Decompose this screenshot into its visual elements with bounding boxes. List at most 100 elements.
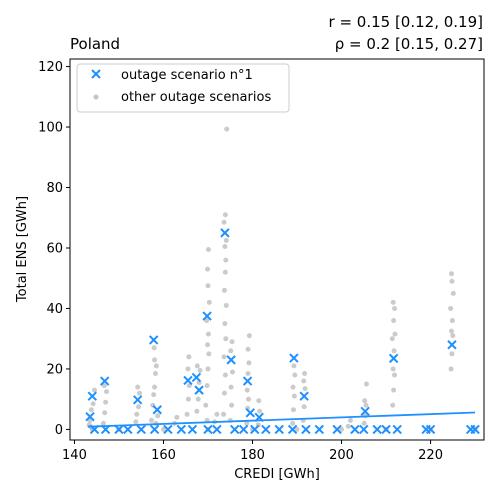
x-marker-stroke bbox=[100, 376, 110, 386]
outage-scenario-1-point bbox=[447, 340, 457, 350]
x-marker-stroke bbox=[245, 408, 255, 418]
other-scenario-point bbox=[223, 302, 229, 308]
other-scenario-point bbox=[101, 383, 107, 389]
other-scenario-point bbox=[390, 402, 396, 408]
outage-scenario-1-point bbox=[254, 412, 264, 423]
other-scenario-point bbox=[292, 372, 298, 378]
outage-scenario-1-point bbox=[274, 424, 284, 435]
outage-scenario-1-point bbox=[360, 406, 370, 416]
other-scenario-point bbox=[229, 339, 235, 345]
x-marker-stroke bbox=[250, 424, 260, 435]
outage-scenario-1-point bbox=[314, 424, 324, 435]
other-scenario-point bbox=[294, 426, 300, 432]
x-marker-stroke bbox=[274, 424, 284, 435]
other-scenario-point bbox=[185, 396, 191, 402]
other-scenario-point bbox=[205, 247, 211, 252]
x-marker-stroke bbox=[152, 405, 162, 415]
outage-scenario-1-point bbox=[381, 424, 391, 435]
other-scenario-point bbox=[448, 305, 454, 311]
other-scenario-point bbox=[223, 257, 229, 263]
x-marker-stroke bbox=[261, 424, 271, 435]
x-marker-stroke bbox=[149, 424, 160, 435]
y-tick-label: 20 bbox=[46, 362, 63, 377]
other-scenario-point bbox=[222, 243, 228, 249]
x-marker-stroke bbox=[287, 424, 298, 435]
trend-line bbox=[87, 411, 476, 428]
legend-x-marker-icon bbox=[91, 69, 101, 79]
y-axis-label: Total ENS [GWh] bbox=[15, 196, 30, 303]
outage-scenario-1-point bbox=[100, 376, 110, 386]
other-scenario-point bbox=[246, 333, 252, 339]
plot-area bbox=[85, 126, 480, 435]
other-scenario-point bbox=[228, 348, 234, 354]
other-scenario-point bbox=[222, 372, 228, 378]
outage-scenario-1-point bbox=[372, 424, 382, 435]
y-tick-label: 100 bbox=[38, 121, 63, 136]
x-marker-stroke bbox=[332, 424, 342, 435]
x-marker-stroke bbox=[202, 311, 212, 321]
other-scenario-point bbox=[449, 351, 455, 357]
x-marker-stroke bbox=[191, 372, 202, 383]
outage-scenario-1-point bbox=[332, 424, 342, 435]
y-tick-label: 0 bbox=[55, 423, 63, 438]
other-scenario-point bbox=[391, 387, 397, 393]
x-axis-label: CREDI [GWh] bbox=[234, 467, 320, 482]
x-tick-label: 200 bbox=[329, 448, 354, 463]
outage-scenario-1-point bbox=[425, 424, 436, 435]
x-marker-stroke bbox=[289, 353, 299, 363]
other-scenario-point bbox=[136, 404, 142, 410]
x-marker-stroke bbox=[381, 424, 391, 435]
other-scenario-point bbox=[221, 287, 227, 293]
other-scenario-point bbox=[390, 366, 396, 372]
x-marker-stroke bbox=[238, 424, 249, 435]
outage-scenario-1-point bbox=[191, 372, 202, 383]
other-scenario-point bbox=[246, 360, 252, 366]
other-scenario-point bbox=[100, 420, 106, 426]
outage-scenario-1-point bbox=[203, 424, 213, 435]
other-scenario-point bbox=[449, 328, 455, 334]
other-scenario-point bbox=[302, 370, 308, 376]
other-scenario-point bbox=[245, 370, 251, 376]
other-scenario-point bbox=[186, 354, 192, 360]
outage-scenario-1-point bbox=[100, 424, 111, 435]
other-scenario-point bbox=[151, 345, 157, 351]
other-scenario-point bbox=[205, 283, 211, 289]
other-scenario-point bbox=[204, 318, 210, 324]
x-marker-stroke bbox=[212, 424, 222, 435]
outage-scenario-1-point bbox=[289, 353, 299, 363]
x-marker-stroke bbox=[183, 375, 193, 386]
other-scenario-point bbox=[222, 321, 228, 327]
other-scenario-point bbox=[228, 384, 234, 390]
other-scenario-point bbox=[221, 390, 227, 396]
pearson-correlation-label: r = 0.15 [0.12, 0.19] bbox=[329, 13, 483, 31]
other-scenario-point bbox=[221, 354, 227, 360]
other-scenario-point bbox=[347, 417, 353, 423]
other-scenario-point bbox=[301, 404, 307, 410]
other-scenario-point bbox=[152, 370, 158, 376]
other-scenario-point bbox=[449, 318, 455, 324]
x-tick-label: 180 bbox=[240, 448, 265, 463]
x-tick-label: 160 bbox=[151, 448, 176, 463]
outage-scenario-1-point bbox=[85, 412, 95, 422]
other-scenario-point bbox=[160, 426, 166, 432]
x-marker-stroke bbox=[425, 424, 436, 435]
x-marker-stroke bbox=[226, 355, 236, 365]
x-marker-stroke bbox=[388, 353, 399, 364]
other-scenario-point bbox=[135, 384, 141, 390]
x-marker-stroke bbox=[87, 391, 97, 401]
other-scenario-point bbox=[153, 363, 159, 369]
other-scenario-point bbox=[133, 419, 139, 425]
x-marker-stroke bbox=[163, 424, 173, 435]
outage-scenario-1-point bbox=[238, 424, 249, 435]
other-scenario-point bbox=[194, 408, 200, 414]
outage-scenario-1-point bbox=[123, 424, 133, 435]
other-scenario-point bbox=[449, 271, 455, 277]
outage-scenario-1-point bbox=[148, 335, 159, 345]
other-scenario-point bbox=[194, 363, 200, 369]
x-marker-stroke bbox=[187, 424, 198, 435]
x-marker-stroke bbox=[392, 424, 402, 435]
outage-scenario-1-point bbox=[230, 424, 240, 435]
x-marker-stroke bbox=[148, 335, 159, 345]
other-scenario-point bbox=[449, 278, 455, 284]
other-scenario-point bbox=[229, 369, 235, 375]
